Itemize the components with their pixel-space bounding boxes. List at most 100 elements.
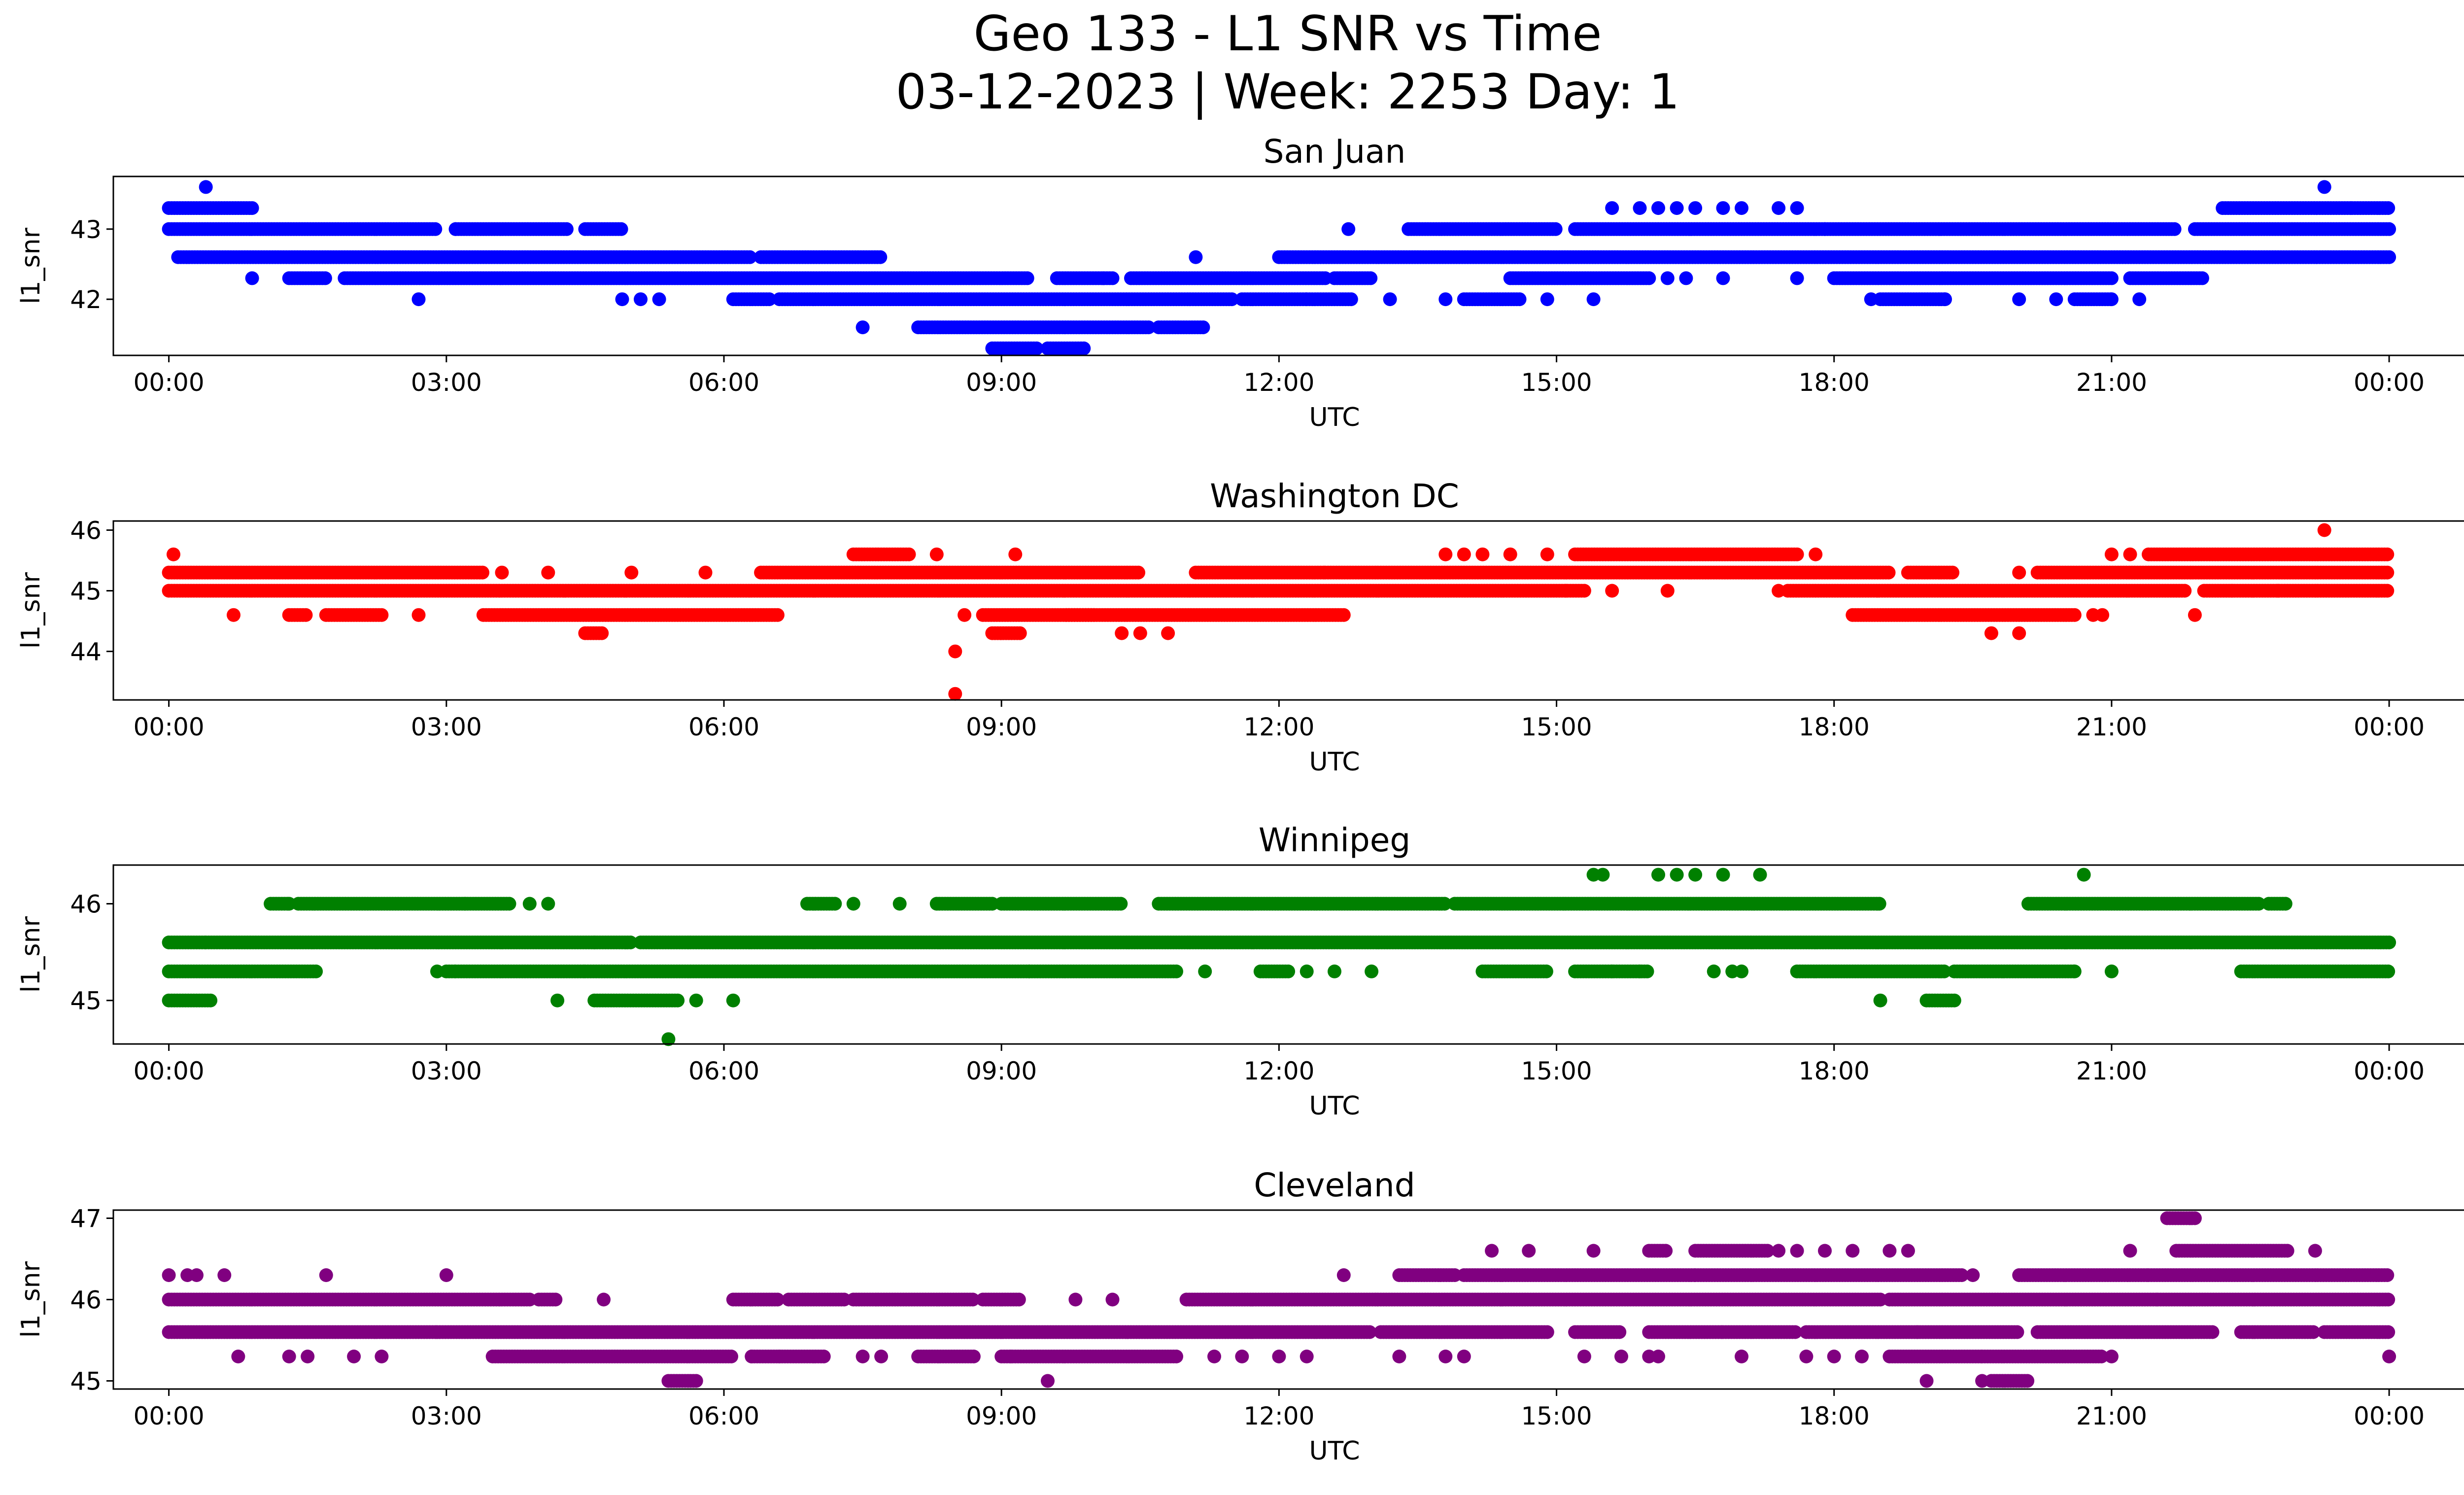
data-point	[1688, 201, 1703, 215]
data-point	[2317, 180, 2331, 194]
data-point	[1633, 201, 1647, 215]
data-point	[615, 292, 629, 307]
data-point	[698, 565, 713, 580]
data-point	[1679, 271, 1693, 285]
data-point	[199, 180, 213, 194]
data-point	[948, 687, 962, 701]
data-point	[167, 547, 180, 561]
data-point	[1605, 201, 1619, 215]
data-point	[1559, 584, 1573, 598]
x-axis-label: UTC	[1309, 403, 1360, 432]
x-tick-label: 00:00	[134, 713, 205, 741]
data-point	[2104, 292, 2119, 307]
data-point	[1077, 341, 1091, 355]
data-point	[1512, 292, 1527, 307]
x-tick-label: 15:00	[1521, 713, 1592, 741]
x-tick-label: 06:00	[688, 713, 759, 741]
data-point	[2382, 250, 2396, 264]
data-point	[2104, 547, 2119, 561]
data-point	[1790, 547, 1804, 561]
data-point	[476, 565, 489, 580]
data-point	[2317, 523, 2331, 537]
data-point	[1670, 201, 1684, 215]
data-point	[2012, 626, 2026, 640]
data-point	[958, 608, 972, 622]
data-point	[1577, 584, 1591, 598]
figure-title-line1: Geo 133 - L1 SNR vs Time	[974, 6, 1602, 62]
data-point	[318, 271, 332, 285]
data-point	[1818, 222, 1832, 236]
data-point	[495, 565, 509, 580]
data-point	[2380, 584, 2395, 598]
data-point	[2123, 547, 2137, 561]
data-point	[595, 626, 609, 640]
data-point	[873, 250, 888, 264]
data-point	[227, 608, 240, 622]
data-point	[2380, 547, 2395, 561]
data-point	[1457, 547, 1471, 561]
y-tick-label: 45	[70, 577, 102, 606]
x-tick-label: 06:00	[688, 368, 759, 397]
x-tick-label: 00:00	[2354, 368, 2425, 397]
data-point	[245, 201, 259, 215]
data-point	[2225, 584, 2239, 598]
data-point	[1438, 547, 1453, 561]
data-point	[1096, 271, 1110, 285]
data-point	[1115, 626, 1129, 640]
data-point	[299, 608, 313, 622]
data-point	[1946, 565, 1959, 580]
data-point	[411, 608, 426, 622]
data-point	[1344, 292, 1358, 307]
x-tick-label: 00:00	[2354, 713, 2425, 741]
data-point	[1790, 201, 1804, 215]
x-tick-label: 03:00	[411, 368, 482, 397]
data-point	[1882, 565, 1896, 580]
data-point	[375, 608, 389, 622]
data-point	[634, 292, 648, 307]
x-tick-label: 12:00	[1243, 713, 1314, 741]
data-point	[2012, 565, 2026, 580]
data-point	[2271, 584, 2285, 598]
y-tick-label: 43	[70, 215, 102, 244]
data-point	[1189, 250, 1203, 264]
x-tick-label: 00:00	[134, 368, 205, 397]
data-point	[1864, 292, 1878, 307]
subplot-title: Washington DC	[1210, 477, 1459, 515]
scatter-series	[162, 180, 2396, 355]
subplot-title: San Juan	[1264, 133, 1406, 171]
data-point	[245, 271, 259, 285]
data-point	[411, 292, 426, 307]
data-point	[428, 222, 443, 236]
data-point	[559, 222, 574, 236]
data-point	[1772, 201, 1786, 215]
data-point	[1540, 292, 1554, 307]
data-point	[2178, 584, 2192, 598]
data-point	[2067, 608, 2082, 622]
axes-frame	[112, 175, 2464, 356]
data-point	[1029, 341, 1044, 355]
x-axis-label: UTC	[1309, 747, 1360, 777]
data-point	[1225, 292, 1239, 307]
data-point	[1013, 626, 1027, 640]
data-point	[541, 565, 555, 580]
data-point	[1475, 547, 1490, 561]
figure-title-line2: 03-12-2023 | Week: 2253 Day: 1	[896, 64, 1680, 120]
data-point	[1872, 897, 1886, 911]
data-point	[1131, 565, 1145, 580]
data-point	[2381, 201, 2396, 215]
data-point	[1133, 626, 1147, 640]
data-point	[2012, 292, 2026, 307]
data-point	[2167, 222, 2182, 236]
data-point	[1586, 292, 1601, 307]
x-tick-label: 21:00	[2076, 368, 2147, 397]
data-point	[1984, 626, 1998, 640]
data-point	[624, 565, 639, 580]
data-point	[2104, 271, 2119, 285]
data-point	[2195, 271, 2209, 285]
x-tick-label: 15:00	[1521, 368, 1592, 397]
data-point	[1196, 320, 1210, 335]
